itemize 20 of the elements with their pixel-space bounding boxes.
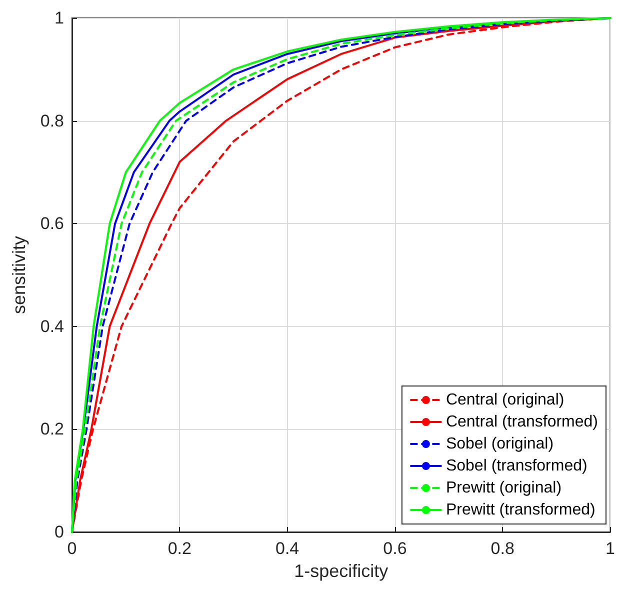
legend-label: Sobel (original) xyxy=(446,436,554,452)
legend-label: Sobel (transformed) xyxy=(446,458,588,474)
x-tick-label: 0.6 xyxy=(383,539,407,558)
x-tick-label: 0.4 xyxy=(275,539,300,558)
y-tick-label: 0.2 xyxy=(40,420,64,439)
legend-label: Central (original) xyxy=(446,392,564,408)
y-tick-label: 0.8 xyxy=(40,111,64,130)
y-tick-label: 0.6 xyxy=(40,214,64,234)
x-tick-label: 0.2 xyxy=(168,539,192,558)
x-tick-label: 0 xyxy=(67,539,77,558)
legend-label: Central (transformed) xyxy=(446,414,598,430)
x-axis-title: 1-specificity xyxy=(294,560,388,581)
legend-label: Prewitt (original) xyxy=(446,480,562,496)
y-tick-label: 0 xyxy=(54,522,64,542)
legend-label: Prewitt (transformed) xyxy=(446,502,596,518)
y-axis-title: sensitivity xyxy=(9,236,29,314)
x-tick-label: 1 xyxy=(606,539,616,558)
y-tick-label: 0.4 xyxy=(40,316,64,336)
x-tick-label: 0.8 xyxy=(490,539,514,558)
y-tick-label: 1 xyxy=(54,8,64,28)
